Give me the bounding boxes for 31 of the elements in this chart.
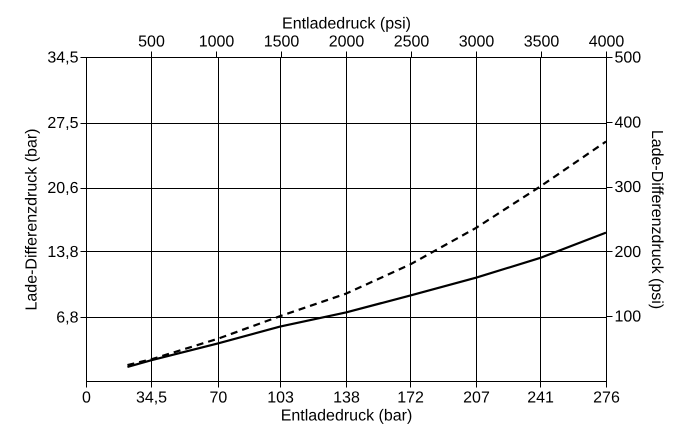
x-tick-label: 138 (333, 390, 360, 406)
x-tick-label: 103 (267, 390, 294, 406)
y-tick-label: 34,5 (47, 50, 79, 66)
x2-tick-label: 2500 (394, 34, 430, 50)
y-tick-label: 13,8 (47, 244, 79, 261)
x-tick-label: 276 (593, 390, 620, 406)
x2-axis-title: Entladedruck (psi) (282, 16, 411, 32)
y-tick-label: 6,8 (56, 310, 79, 327)
y2-tick-label: 300 (614, 179, 642, 196)
y2-axis-title: Lade-Differenzdruck (psi) (648, 130, 666, 310)
x2-tick-label: 500 (138, 34, 165, 50)
y2-tick-label: 100 (614, 308, 642, 326)
x2-tick-label: 3500 (524, 34, 560, 50)
x2-tick-label: 1500 (264, 34, 300, 50)
y2-tick-label: 400 (614, 114, 642, 132)
y2-tick-label: 500 (614, 50, 642, 66)
x2-tick-label: 1000 (198, 34, 234, 50)
x2-tick-label: 2000 (328, 34, 364, 50)
x-tick-label: 0 (82, 390, 92, 406)
x-tick-label: 207 (463, 390, 490, 406)
x-tick-label: 241 (527, 390, 554, 406)
x-axis-title: Entladedruck (bar) (280, 408, 412, 424)
x-tick-label: 70 (209, 390, 228, 406)
x-tick-label: 34,5 (136, 390, 168, 406)
y-axis-title: Lade-Differenzdruck (bar) (23, 128, 40, 311)
y-tick-label: 20,6 (47, 180, 79, 198)
y2-tick-label: 200 (614, 244, 642, 261)
x2-tick-label: 4000 (588, 34, 624, 50)
x2-tick-label: 3000 (458, 34, 494, 50)
x-tick-label: 172 (397, 390, 424, 406)
y-tick-label: 27,5 (47, 115, 79, 132)
